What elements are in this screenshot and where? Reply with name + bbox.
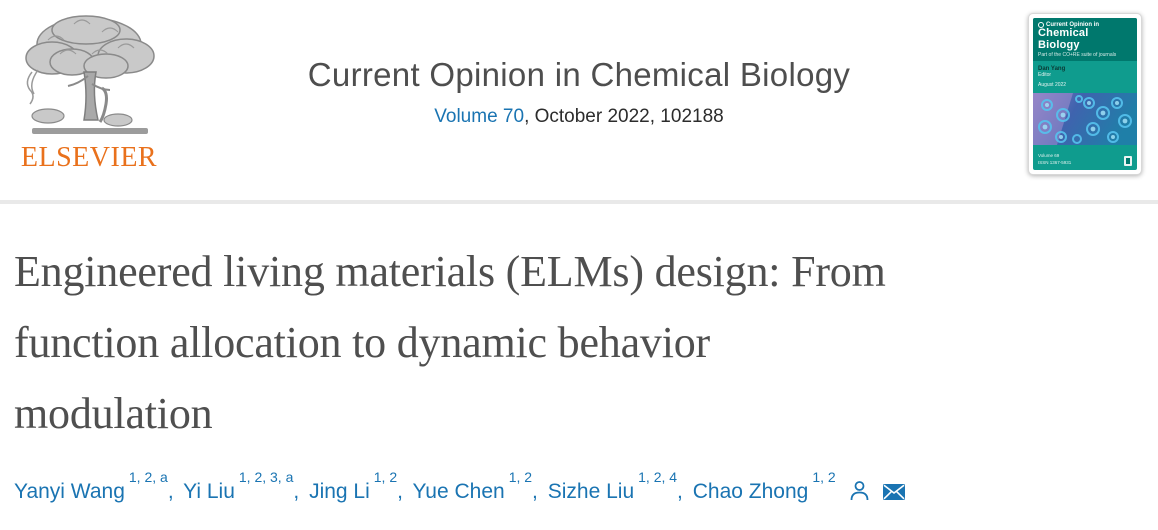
person-icon[interactable] <box>849 479 870 501</box>
issue-info-text: , October 2022, 102188 <box>524 106 724 128</box>
cover-editor-role: Editor <box>1038 72 1052 79</box>
banner-center: Current Opinion in Chemical Biology Volu… <box>185 0 973 200</box>
section-divider <box>0 200 1158 204</box>
author: Yue Chen1, 2, <box>412 469 541 503</box>
cover-editor-block: Dan Yang Editor August 2022 <box>1033 61 1137 88</box>
cover-subtitle: Part of the CO+RE suite of journals <box>1038 52 1117 59</box>
author-list: Yanyi Wang1, 2, a, Yi Liu1, 2, 3, a, Jin… <box>14 469 1144 508</box>
author: Sizhe Liu1, 2, 4, <box>547 469 687 503</box>
cover-elsevier-mini-logo-icon <box>1124 156 1132 166</box>
volume-link[interactable]: Volume 70 <box>434 106 525 128</box>
author-affiliation-sup: 1, 2, a <box>128 469 168 485</box>
journal-cover-thumbnail[interactable]: Current Opinion in Chemical Biology Part… <box>1028 13 1142 175</box>
author: Yi Liu1, 2, 3, a, <box>183 469 303 503</box>
cover-header: Current Opinion in Chemical Biology Part… <box>1033 18 1137 62</box>
cover-issue-date: August 2022 <box>1038 82 1067 89</box>
elsevier-wordmark: ELSEVIER <box>20 142 158 173</box>
article-title-line: function allocation to dynamic behavior <box>14 318 710 367</box>
cover-footer: Volume 69 ISSN 1367-5931 <box>1033 145 1137 170</box>
cover-volume-issn: Volume 69 ISSN 1367-5931 <box>1038 153 1071 166</box>
author-separator: , <box>677 480 683 503</box>
cover-logo-icon <box>1038 22 1044 28</box>
envelope-icon[interactable] <box>882 483 906 501</box>
author: Jing Li1, 2, <box>309 469 407 503</box>
author: Yanyi Wang1, 2, a, <box>14 469 178 503</box>
author-affiliation-sup: 1, 2 <box>373 469 398 485</box>
article-title: Engineered living materials (ELMs) desig… <box>14 236 1144 449</box>
author-link[interactable]: Yanyi Wang <box>14 480 125 503</box>
issue-line: Volume 70, October 2022, 102188 <box>434 106 723 128</box>
author-link[interactable]: Chao Zhong <box>692 480 809 503</box>
author-link[interactable]: Sizhe Liu <box>547 480 635 503</box>
cover-artwork <box>1033 93 1137 146</box>
author-separator: , <box>293 480 300 503</box>
cover-series-row: Current Opinion in <box>1038 22 1132 28</box>
cover-journal-title: Chemical Biology <box>1038 27 1089 51</box>
author-affiliation-sup: 1, 2 <box>508 469 533 485</box>
journal-title-link[interactable]: Current Opinion in Chemical Biology <box>307 56 851 93</box>
author-separator: , <box>167 480 174 503</box>
author-separator: , <box>532 480 538 503</box>
cover-editor-name: Dan Yang <box>1038 66 1066 73</box>
author-link[interactable]: Yue Chen <box>412 480 505 503</box>
author-link[interactable]: Jing Li <box>309 480 370 503</box>
author-separator: , <box>397 480 403 503</box>
author-affiliation-sup: 1, 2, 3, a <box>238 469 294 485</box>
article-title-line: modulation <box>14 389 213 438</box>
author-affiliation-sup: 1, 2 <box>812 469 836 485</box>
journal-banner: ELSEVIER Current Opinion in Chemical Bio… <box>0 0 1158 200</box>
author-affiliation-sup: 1, 2, 4 <box>638 469 678 485</box>
author-link[interactable]: Yi Liu <box>183 480 235 503</box>
cover-volume-label: Volume 69 <box>1038 153 1060 159</box>
elsevier-tree-icon <box>25 15 155 134</box>
cover-series-label: Current Opinion in <box>1046 22 1099 28</box>
elsevier-logo: ELSEVIER <box>8 10 170 172</box>
cover-issn-label: ISSN 1367-5931 <box>1038 159 1072 165</box>
journal-cover: Current Opinion in Chemical Biology Part… <box>1033 18 1137 170</box>
author: Chao Zhong1, 2 <box>692 469 836 503</box>
article-title-line: Engineered living materials (ELMs) desig… <box>14 247 886 296</box>
